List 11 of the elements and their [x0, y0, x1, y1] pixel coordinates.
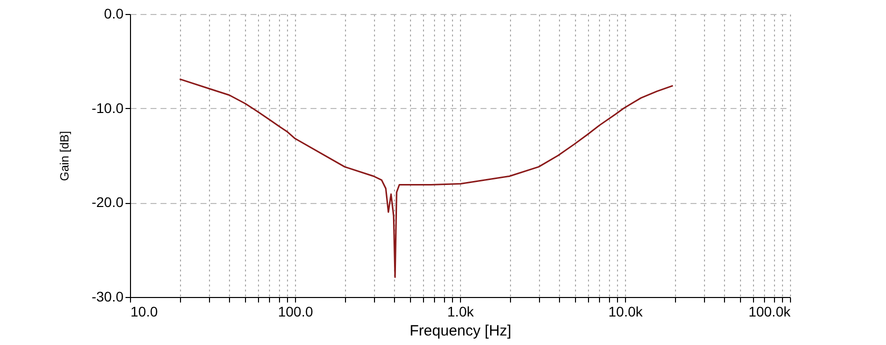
x-tick-label: 10.0k [608, 304, 644, 320]
x-axis-title: Frequency [Hz] [410, 322, 512, 340]
y-tick-label: 0.0 [104, 6, 124, 22]
x-tick-label: 100.0 [278, 304, 314, 320]
y-tick-label: -20.0 [92, 194, 124, 210]
x-tick-label: 10.0 [130, 304, 158, 320]
y-axis-title: Gain [dB] [58, 130, 72, 182]
y-tick-label: -30.0 [92, 288, 124, 304]
x-tick-label: 100.0k [748, 304, 792, 320]
x-tick-label: 1.0k [447, 304, 475, 320]
y-tick-label: -10.0 [92, 100, 124, 116]
